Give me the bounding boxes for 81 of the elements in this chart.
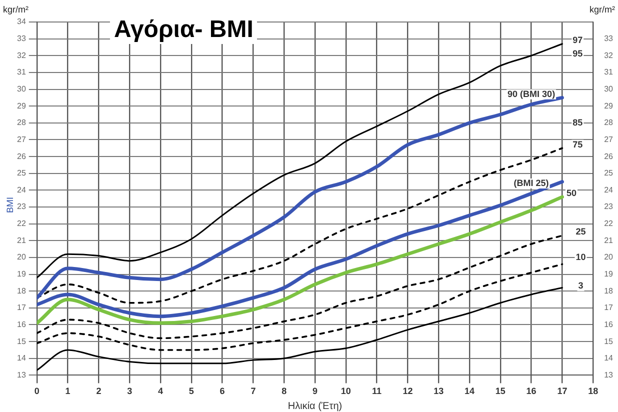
y2-tick-label: 25 [604,168,614,178]
x-tick-label: 1 [65,386,70,396]
y-tick-label: 25 [16,168,26,178]
y2-tick-label: 24 [604,185,614,194]
x-tick-label: 17 [557,386,568,396]
y-tick-label: 17 [16,303,26,312]
line-series [36,263,564,351]
annotation: 10 [576,252,586,262]
y2-tick-label: 23 [604,202,614,212]
x-tick-label: 6 [220,386,225,396]
y-tick-label: 14 [16,354,26,363]
x-tick-label: 7 [250,386,256,396]
x-tick-label: 15 [495,386,506,396]
y2-tick-label: 26 [604,152,614,161]
x-tick-label: 16 [526,386,536,396]
y2-tick-label: 18 [604,286,614,296]
y2-tick-label: 28 [604,118,614,128]
annotation: 3 [578,280,584,291]
x-tick-label: 5 [188,386,194,396]
y2-tick-label: 16 [604,320,614,329]
y-tick-label: 19 [16,269,26,278]
line-series [36,234,564,340]
y-tick-label: 16 [16,320,26,329]
chart-title: Αγόρια- BMI [110,16,258,44]
y2-tick-label: 14 [604,354,614,363]
x-tick-label: 10 [340,386,351,396]
y-tick-label: 32 [16,50,26,60]
y-tick-label: 34 [16,17,26,26]
y-tick-label: 24 [16,185,26,194]
y-tick-label: 29 [16,101,26,110]
annotation: 95 [572,48,583,58]
x-tick-label: 18 [588,386,598,396]
annotation: 97 [572,34,583,45]
annotation: 85 [572,117,583,128]
x-tick-label: 13 [434,386,444,396]
annotation: 75 [572,139,583,150]
y-tick-label: 28 [16,118,26,128]
y-tick-label: 31 [16,68,26,77]
annotation: (BMI 25) [514,178,549,188]
x-tick-label: 14 [464,386,475,396]
y-tick-label: 18 [16,286,26,296]
x-tick-label: 3 [127,386,132,396]
annotation: 90 (BMI 30) [508,88,556,99]
y-tick-label: 30 [16,84,26,94]
y-tick-label: 26 [16,152,26,161]
annotation: 50 [566,188,576,198]
y2-tick-label: 20 [604,252,614,262]
y2-tick-label: 15 [604,336,614,346]
x-axis-title: Ηλικία (Έτη) [288,400,342,412]
y2-tick-label: 13 [604,370,614,380]
y2-tick-label: 19 [604,269,614,278]
y-tick-label: 21 [16,236,26,245]
y2-tick-label: 31 [604,68,614,77]
y-axis-title: BMI [5,196,16,214]
x-tick-label: 12 [402,386,413,396]
x-tick-label: 2 [96,386,102,396]
y2-tick-label: 22 [604,219,614,228]
annotation: 25 [576,226,586,237]
line-series [36,43,563,278]
y-tick-label: 23 [16,202,26,212]
y-tick-label: 33 [16,34,26,44]
y2-tick-label: 30 [604,84,614,94]
y-tick-label: 20 [16,252,26,262]
line-series [36,286,563,371]
y-tick-label: 13 [16,370,26,380]
y2-tick-label: 21 [604,236,614,245]
y-tick-label: 22 [16,219,26,228]
y-tick-label: 27 [16,134,26,144]
x-tick-label: 11 [372,386,382,396]
y-tick-label: 15 [16,336,26,346]
text: kgr/m² [3,4,28,14]
y2-axis-title: kgr/m² [590,4,615,14]
y2-tick-label: 32 [604,50,614,60]
y2-tick-label: 29 [604,101,614,110]
y2-tick-label: 33 [604,34,614,44]
x-tick-label: 4 [158,386,164,396]
y2-tick-label: 17 [604,303,614,312]
x-tick-label: 8 [282,386,287,396]
y2-tick-label: 27 [604,134,614,144]
x-tick-label: 9 [312,386,318,396]
x-tick-label: 0 [34,386,40,396]
